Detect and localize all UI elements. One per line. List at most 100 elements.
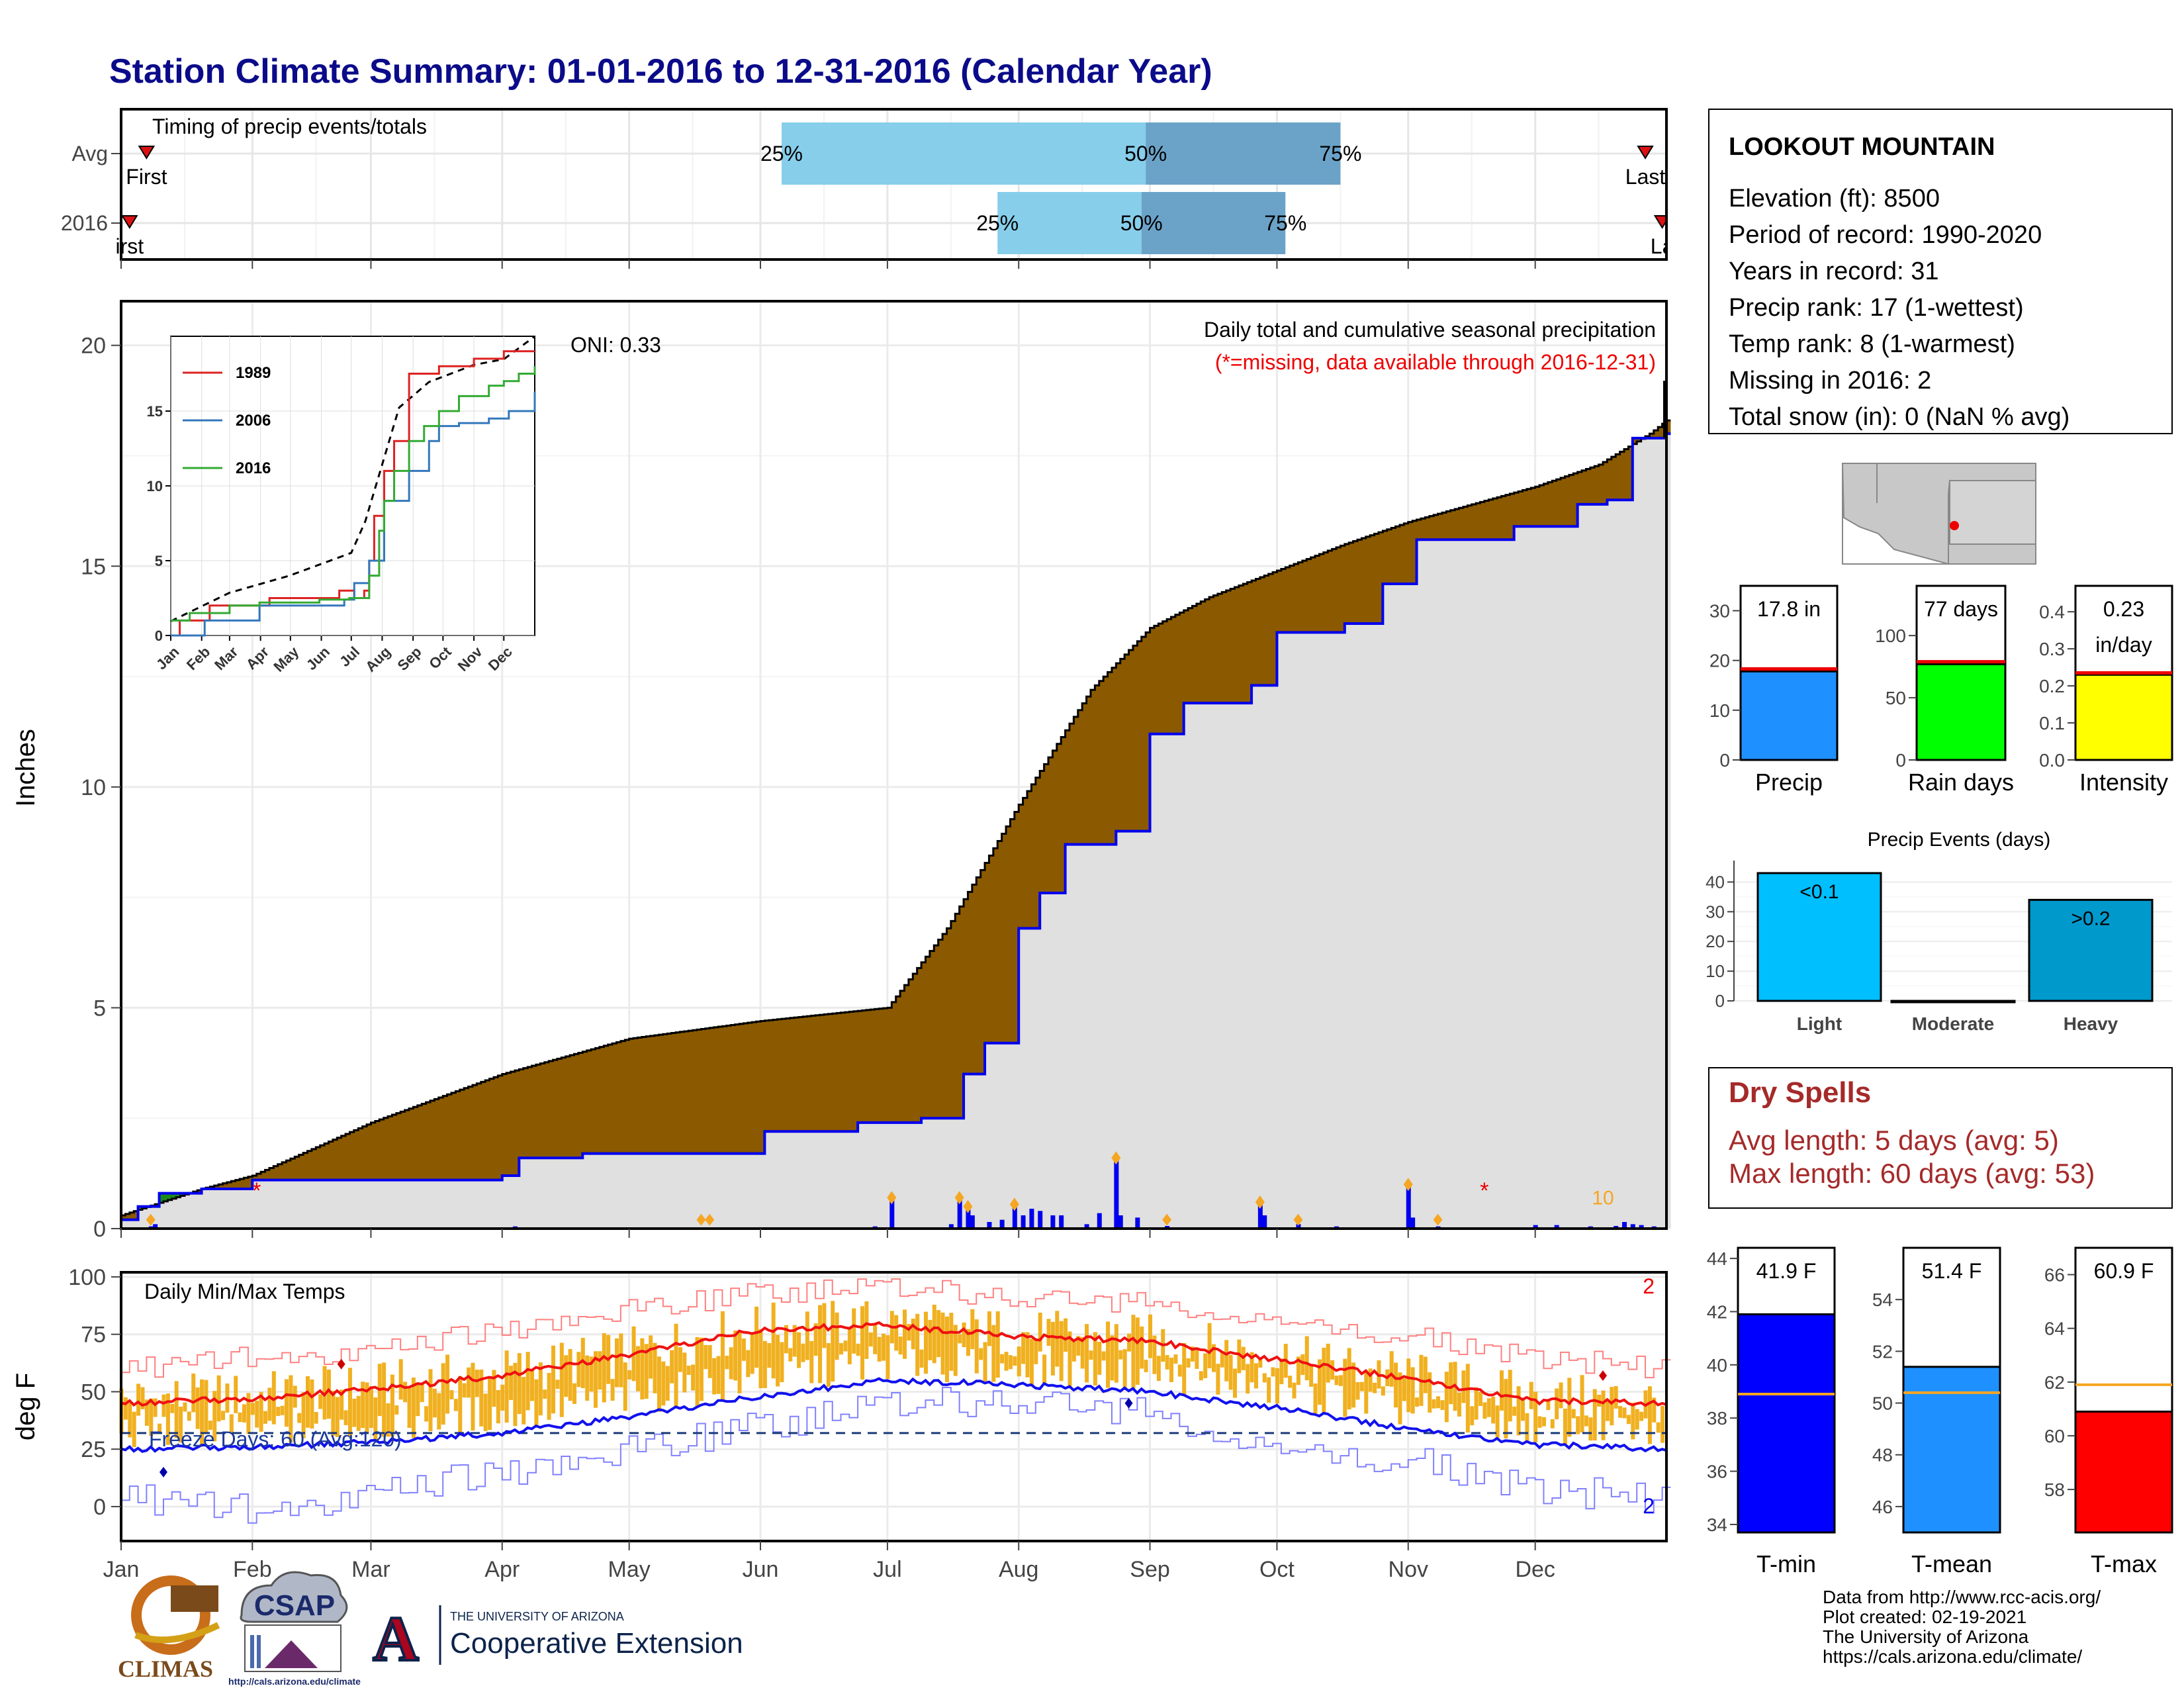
daily-temp-range-bar: [1228, 1354, 1233, 1390]
daily-temp-range-bar: [1520, 1398, 1525, 1421]
daily-temp-range-bar: [1246, 1364, 1250, 1394]
daily-temp-range-bar: [868, 1332, 873, 1347]
daily-temp-range-bar: [882, 1333, 886, 1361]
daily-temp-range-bar: [928, 1319, 933, 1360]
precip-event-marker: [1403, 1178, 1413, 1192]
daily-temp-range-bar: [704, 1344, 708, 1370]
daily-temp-range-bar: [707, 1345, 712, 1378]
daily-temp-range-bar: [1584, 1415, 1588, 1427]
daily-temp-range-bar: [923, 1311, 928, 1374]
daily-temp-range-bar: [158, 1423, 162, 1434]
daily-temp-range-bar: [255, 1400, 259, 1428]
climas-logo-text: CLIMAS: [118, 1656, 213, 1682]
daily-temp-range-bar: [1322, 1347, 1326, 1413]
daily-precip-bar: [889, 1197, 895, 1229]
daily-temp-range-bar: [1330, 1360, 1335, 1380]
daily-temp-range-bar: [1000, 1354, 1005, 1364]
daily-temp-range-bar: [1127, 1333, 1132, 1352]
events-ytick-label: 30: [1706, 902, 1725, 921]
daily-temp-range-bar: [1592, 1389, 1597, 1441]
daily-temp-range-bar: [398, 1359, 403, 1400]
daily-temp-range-bar: [1216, 1364, 1220, 1395]
daily-temp-range-bar: [411, 1378, 416, 1438]
temp-bar-t-min: [1737, 1313, 1836, 1534]
normal-min-line: [120, 1377, 1667, 1453]
summary-bar-ytick-label: 0.4: [2039, 602, 2065, 622]
event-count-label: 10: [1592, 1187, 1614, 1209]
daily-temp-range-bar: [1292, 1382, 1297, 1399]
daily-temp-range-bar: [517, 1353, 522, 1415]
temp-ytick-label: 100: [68, 1265, 106, 1290]
daily-temp-range-bar: [1631, 1402, 1635, 1440]
daily-temp-range-bar: [1652, 1397, 1657, 1423]
daily-temp-range-bar: [1571, 1409, 1576, 1419]
daily-temp-range-bar: [852, 1308, 856, 1354]
ua-logo-big-text: Cooperative Extension: [450, 1627, 743, 1660]
daily-temp-range-bar: [1622, 1407, 1627, 1419]
daily-temp-range-bar: [813, 1323, 818, 1356]
daily-temp-range-bar: [301, 1392, 306, 1438]
daily-precip-bar: [153, 1224, 158, 1229]
quartile-25-label: 25%: [976, 211, 1019, 235]
daily-temp-range-bar: [1546, 1401, 1551, 1411]
credit-line-3: The University of Arizona: [1823, 1626, 2029, 1647]
daily-temp-range-bar: [488, 1376, 492, 1430]
daily-temp-range-bar: [733, 1330, 738, 1381]
precip-event-marker: [1255, 1195, 1265, 1209]
daily-temp-range-bar: [564, 1355, 569, 1397]
timing-frame: [120, 108, 1668, 261]
daily-temp-range-bar: [958, 1334, 962, 1344]
daily-temp-range-bar: [1186, 1358, 1191, 1368]
daily-temp-range-bar: [894, 1315, 899, 1351]
record-low-marker: [159, 1466, 167, 1477]
daily-temp-range-bar: [1224, 1340, 1229, 1382]
daily-temp-range-bar: [1029, 1338, 1034, 1386]
daily-temp-range-bar: [538, 1362, 543, 1416]
month-label-may: May: [608, 1557, 651, 1582]
timing-row-label: 2016: [61, 211, 108, 235]
daily-temp-range-bar: [1118, 1350, 1123, 1360]
surplus-area: [121, 1188, 223, 1220]
daily-temp-range-bar: [365, 1382, 369, 1434]
daily-temp-range-bar: [1253, 1363, 1258, 1389]
summary-bar-rain-days: [1915, 663, 2007, 761]
daily-temp-range-bar: [843, 1340, 848, 1352]
daily-precip-bar: [1097, 1213, 1102, 1229]
daily-temp-range-bar: [259, 1391, 263, 1432]
summary-bar-ytick-label: 0: [1895, 750, 1906, 771]
daily-temp-range-bar: [1550, 1419, 1555, 1429]
temp-ytick-label: 50: [81, 1380, 106, 1405]
daily-temp-range-bar: [1220, 1352, 1224, 1368]
daily-temp-range-bar: [394, 1405, 399, 1415]
daily-temp-range-bar: [1389, 1351, 1394, 1387]
daily-temp-range-bar: [1097, 1341, 1102, 1375]
precip-event-marker: [146, 1213, 156, 1226]
summary-bar-value: 77 days: [1924, 597, 1998, 621]
temp-bar-ytick-label: 44: [1707, 1248, 1727, 1269]
daily-temp-range-bar: [907, 1324, 911, 1341]
temp-bar-t-mean: [1902, 1366, 2001, 1534]
temp-bar-ytick-label: 46: [1872, 1497, 1893, 1517]
temp-bar-label: T-max: [2091, 1550, 2157, 1577]
daily-temp-range-bar: [424, 1406, 429, 1422]
daily-temp-range-bar: [987, 1311, 991, 1346]
temp-bar-label: T-mean: [1911, 1550, 1992, 1577]
summary-bar-label: Precip: [1755, 769, 1823, 796]
daily-temp-range-bar: [784, 1325, 788, 1354]
daily-temp-range-bar: [212, 1391, 217, 1442]
daily-precip-bar: [1059, 1215, 1064, 1229]
daily-temp-range-bar: [1267, 1377, 1271, 1403]
inset-average-line: [170, 335, 535, 622]
daily-temp-range-bar: [458, 1376, 463, 1436]
daily-temp-range-bar: [1042, 1354, 1047, 1383]
daily-temp-range-bar: [699, 1337, 704, 1401]
daily-temp-range-bar: [551, 1345, 556, 1414]
daily-temp-range-bar: [297, 1413, 302, 1423]
daily-temp-range-bar: [1271, 1367, 1275, 1377]
temp-y-axis-label: deg F: [11, 1373, 40, 1440]
daily-precip-bar: [1165, 1225, 1170, 1229]
summary-bar-ytick-label: 20: [1709, 651, 1730, 671]
daily-temp-range-bar: [1567, 1378, 1572, 1437]
month-label-apr: Apr: [484, 1557, 520, 1582]
